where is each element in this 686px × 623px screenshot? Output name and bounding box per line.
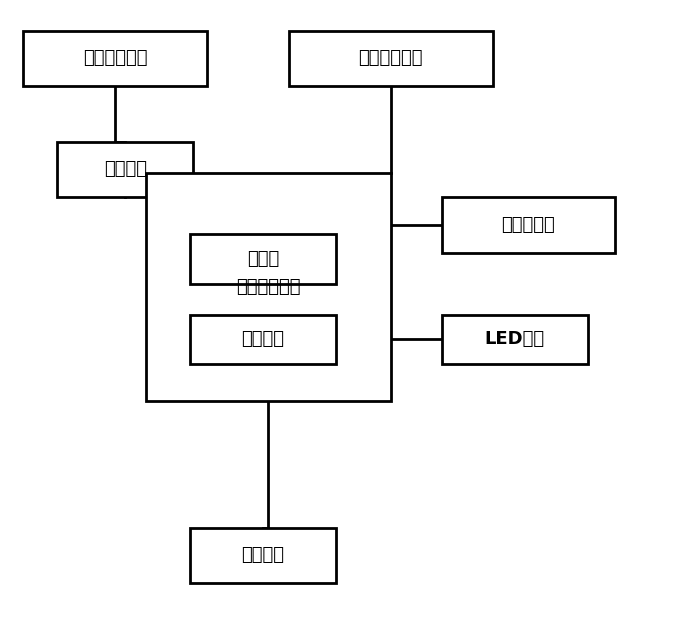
Bar <box>190 315 336 364</box>
Text: 风力发电装置: 风力发电装置 <box>83 49 147 67</box>
Bar <box>190 528 336 583</box>
Bar <box>190 234 336 283</box>
Bar <box>57 141 193 197</box>
Bar <box>442 197 615 253</box>
Bar <box>145 173 390 401</box>
Text: 蓄电池组: 蓄电池组 <box>241 546 285 564</box>
Bar <box>289 31 493 86</box>
Bar <box>442 315 588 364</box>
Text: 驱动单元: 驱动单元 <box>241 330 285 348</box>
Text: 处理器: 处理器 <box>247 250 279 268</box>
Text: LED光源: LED光源 <box>485 330 545 348</box>
Text: 光敏传感器: 光敏传感器 <box>501 216 555 234</box>
Text: 太阳能电池组: 太阳能电池组 <box>358 49 423 67</box>
Bar <box>23 31 207 86</box>
Text: 驱动电机: 驱动电机 <box>104 161 147 178</box>
Text: 控制处理装置: 控制处理装置 <box>236 278 300 296</box>
